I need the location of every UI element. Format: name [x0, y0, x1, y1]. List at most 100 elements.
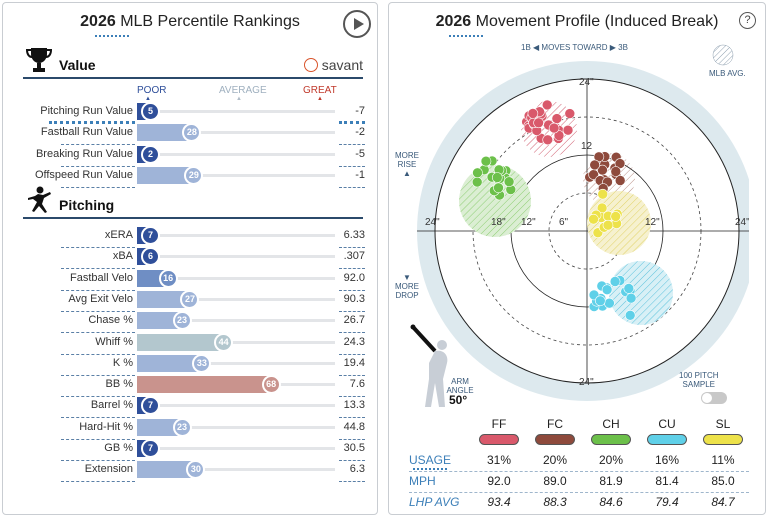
- row-divider: [339, 396, 365, 398]
- percentile-row[interactable]: BB % 68 7.6: [3, 374, 377, 398]
- percentile-track: [137, 152, 335, 156]
- row-divider: [339, 144, 365, 146]
- pitch-usage: 16%: [654, 453, 680, 467]
- ch-pitch-point: [493, 182, 504, 194]
- more-drop-label: ▼ MORE DROP: [395, 273, 419, 300]
- percentile-row[interactable]: Extension 30 6.3: [3, 459, 377, 483]
- percentile-row[interactable]: Avg Exit Velo 27 90.3: [3, 289, 377, 312]
- percentile-row[interactable]: Fastball Velo 16 92.0: [3, 268, 377, 291]
- metric-value: 19.4: [343, 356, 365, 369]
- play-button[interactable]: [343, 10, 371, 38]
- pitch-column-ff[interactable]: FF 31% 92.0 93.4: [471, 417, 527, 513]
- row-divider: [49, 121, 135, 124]
- percentile-row[interactable]: Breaking Run Value 2 -5: [3, 144, 377, 167]
- metric-label: xERA: [104, 229, 133, 241]
- percentile-track: [137, 276, 335, 280]
- moves-toward-text: MOVES TOWARD: [541, 43, 608, 52]
- ch-pitch-point: [492, 172, 503, 183]
- pitch-usage: 31%: [486, 453, 512, 467]
- row-divider: [339, 247, 365, 248]
- percentile-row[interactable]: Pitching Run Value 5 -7: [3, 101, 377, 124]
- pitch-mph: 81.4: [655, 474, 679, 488]
- pitch-column-fc[interactable]: FC 20% 89.0 88.3: [527, 417, 583, 513]
- value-section-header: Value savant: [23, 48, 363, 79]
- fc-pitch-point: [614, 175, 626, 186]
- arm-angle-line1: ARM: [451, 377, 469, 386]
- pitch-sample-toggle[interactable]: [701, 392, 727, 404]
- title-underline: [449, 35, 483, 37]
- more-rise-label: MORE RISE ▲: [395, 151, 419, 178]
- percentile-track: [137, 425, 335, 429]
- percentile-row[interactable]: Chase % 23 26.7: [3, 310, 377, 334]
- scale-poor-arrow: ▲: [145, 96, 151, 102]
- metric-label: Avg Exit Velo: [68, 292, 133, 305]
- pitch-usage: 11%: [711, 453, 735, 467]
- metric-value: 13.3: [343, 399, 365, 412]
- row-divider: [339, 438, 365, 440]
- pitch-lhp-avg: 84.6: [599, 495, 623, 509]
- row-divider: [339, 289, 365, 291]
- percentile-track: [137, 110, 335, 113]
- row-divider: [61, 374, 135, 376]
- percentile-row[interactable]: Whiff % 44 24.3: [3, 332, 377, 355]
- percentile-row[interactable]: xERA 7 6.33: [3, 225, 377, 248]
- mlb-avg-legend-icon: [712, 44, 734, 66]
- arm-angle-label: ARM ANGLE: [445, 377, 475, 395]
- percentile-row[interactable]: Hard-Hit % 23 44.8: [3, 417, 377, 440]
- pitch-column-ch[interactable]: CH 20% 81.9 84.6: [583, 417, 639, 513]
- metric-value: 6.3: [349, 463, 365, 476]
- pitch-code: FC: [547, 417, 563, 431]
- more-drop-line2: DROP: [395, 291, 419, 300]
- percentile-row[interactable]: Fastball Run Value 28 -2: [3, 122, 377, 146]
- pitch-color-pill[interactable]: [591, 434, 631, 445]
- percentile-row[interactable]: K % 33 19.4: [3, 353, 377, 376]
- percentile-bar: [137, 333, 225, 351]
- percentile-row[interactable]: Offspeed Run Value 29 -1: [3, 165, 377, 188]
- ring-label-left-12: 12": [521, 217, 536, 228]
- metric-value: 6.33: [343, 229, 365, 241]
- help-button[interactable]: ?: [739, 12, 756, 29]
- cu-pitch-point: [595, 295, 606, 307]
- percentile-row[interactable]: GB % 7 30.5: [3, 438, 377, 461]
- percentile-bubble: 16: [158, 268, 178, 288]
- metric-label: Extension: [84, 463, 133, 476]
- drop-arrow-icon: ▼: [403, 273, 411, 282]
- percentile-track: [137, 404, 335, 408]
- metric-value: 92.0: [343, 271, 365, 284]
- percentile-track: [137, 319, 335, 323]
- percentile-row[interactable]: xBA 6 .307: [3, 246, 377, 270]
- row-divider: [61, 460, 135, 461]
- sample-line1: 100 PITCH: [679, 371, 719, 380]
- pitcher-icon: [28, 186, 51, 213]
- arm-angle-value: 50°: [449, 393, 468, 407]
- pitch-color-pill[interactable]: [647, 434, 687, 445]
- pitch-color-pill[interactable]: [703, 434, 743, 445]
- row-divider: [61, 186, 135, 188]
- percentile-row[interactable]: Barrel % 7 13.3: [3, 395, 377, 419]
- fc-pitch-point: [589, 159, 600, 171]
- ring-label-top-12: 12: [581, 141, 593, 152]
- pitch-color-pill[interactable]: [479, 434, 519, 445]
- pitch-usage: 20%: [542, 453, 568, 467]
- movement-title: 2026 Movement Profile (Induced Break): [389, 13, 765, 31]
- metric-value: 7.6: [349, 378, 365, 391]
- percentile-track: [137, 447, 335, 450]
- pitch-color-pill[interactable]: [535, 434, 575, 445]
- more-rise-line1: MORE: [395, 151, 419, 160]
- percentile-bubble: 44: [214, 332, 234, 352]
- cu-pitch-point: [623, 283, 635, 294]
- metric-label: Fastball Velo: [70, 271, 133, 284]
- scale-great-label: GREAT: [303, 85, 337, 96]
- cu-mlb-avg-hatch: [609, 261, 673, 325]
- scale-average-label: AVERAGE: [219, 85, 267, 96]
- ff-pitch-point: [564, 108, 576, 119]
- fc-pitch-point: [610, 166, 622, 177]
- pitch-column-sl[interactable]: SL 11% 85.0 84.7: [695, 417, 751, 513]
- percentile-bar: [137, 354, 203, 372]
- pitch-column-cu[interactable]: CU 16% 81.4 79.4: [639, 417, 695, 513]
- ff-pitch-point: [553, 130, 565, 141]
- metric-label: Whiff %: [95, 335, 133, 348]
- pitch-mph: 81.9: [599, 474, 623, 488]
- percentile-track: [137, 131, 335, 135]
- pitch-mph: 85.0: [711, 474, 735, 488]
